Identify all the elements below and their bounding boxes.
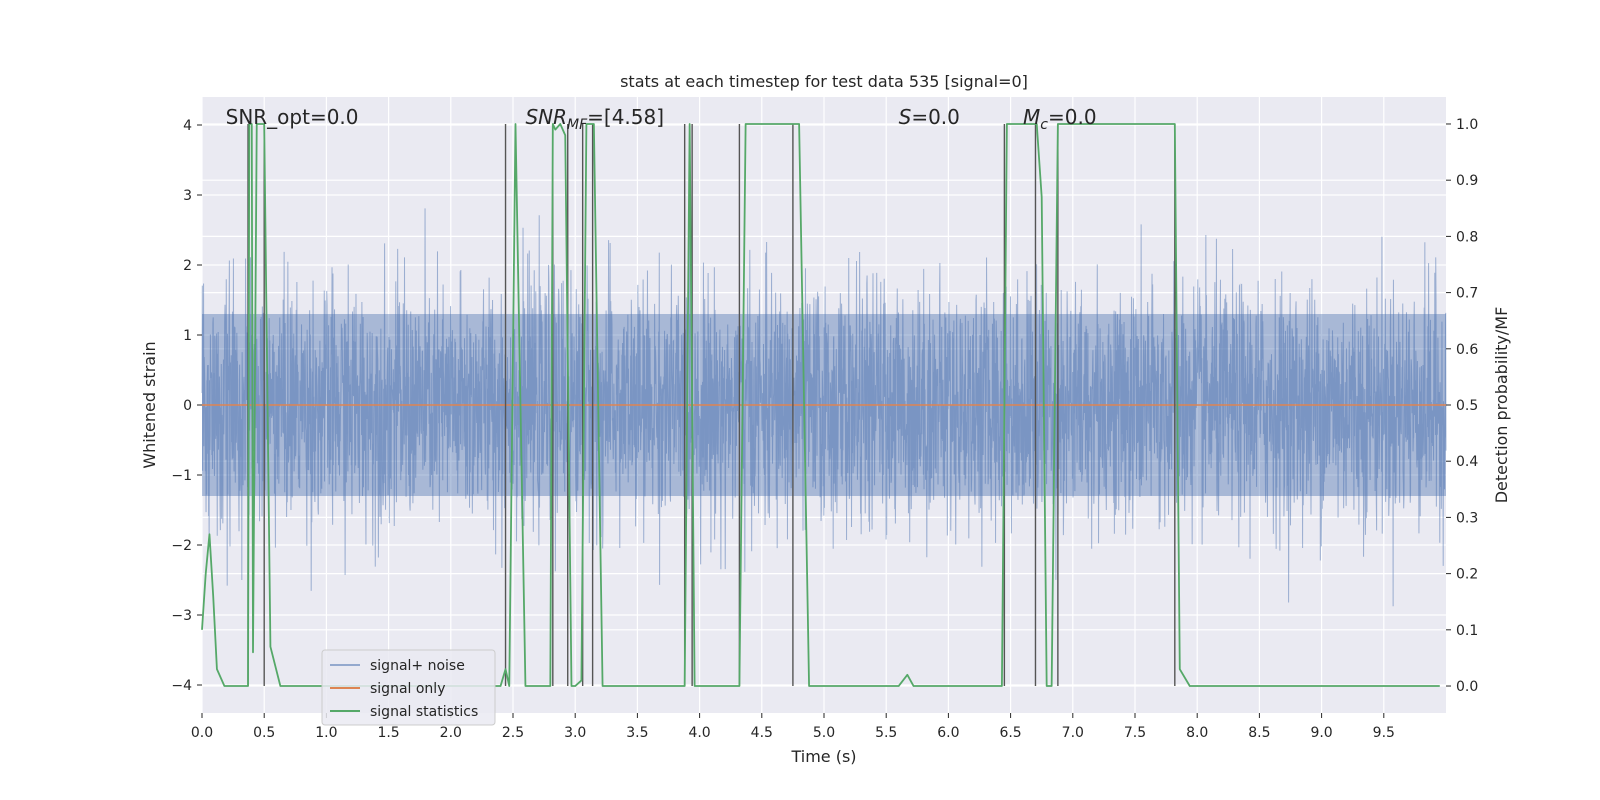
tick-label: 1 (183, 328, 192, 344)
tick-label: 1.5 (377, 725, 399, 741)
tick-label: 3.0 (564, 725, 586, 741)
tick-label: 0.7 (1456, 286, 1478, 302)
chart-title: stats at each timestep for test data 535… (620, 72, 1028, 91)
tick-label: 3.5 (626, 725, 648, 741)
tick-label: −4 (171, 678, 192, 694)
tick-label: 9.0 (1310, 725, 1332, 741)
tick-label: 1.0 (315, 725, 337, 741)
tick-label: 0.9 (1456, 173, 1478, 189)
annotations: SNR_opt=0.0 SNRMF=[4.58] S=0.0 Mc=0.0 (226, 105, 1097, 133)
tick-label: 7.5 (1124, 725, 1146, 741)
tick-label: 0.1 (1456, 623, 1478, 639)
tick-label: 0.0 (191, 725, 213, 741)
legend-entry: signal+ noise (370, 658, 465, 674)
tick-label: 2 (183, 258, 192, 274)
tick-label: 1.0 (1456, 117, 1478, 133)
tick-label: −2 (171, 538, 192, 554)
tick-label: 2.0 (440, 725, 462, 741)
tick-label: 9.5 (1373, 725, 1395, 741)
tick-label: 8.0 (1186, 725, 1208, 741)
tick-label: 8.5 (1248, 725, 1270, 741)
legend-entry: signal statistics (370, 704, 478, 720)
tick-label: 5.0 (813, 725, 835, 741)
noise-line (201, 150, 1447, 607)
y-axis-left: −4 −3 −2 −1 0 1 2 3 4 (171, 118, 202, 694)
tick-label: 0.0 (1456, 679, 1478, 695)
y-axis-left-label: Whitened strain (140, 341, 159, 468)
tick-label: 4.5 (751, 725, 773, 741)
tick-label: 0.8 (1456, 229, 1478, 245)
tick-label: 0.3 (1456, 510, 1478, 526)
y-axis-right-label: Detection probability/MF (1492, 307, 1511, 504)
legend: signal+ noise signal only signal statistic… (321, 649, 496, 726)
tick-label: 4 (183, 118, 192, 134)
series-signal-statistics (201, 123, 1440, 687)
tick-label: 0.2 (1456, 567, 1478, 583)
tick-label: 0.5 (253, 725, 275, 741)
annotation-snr_mf: SNRMF=[4.58] (525, 105, 664, 133)
tick-label: 6.0 (937, 725, 959, 741)
tick-label: 6.5 (999, 725, 1021, 741)
tick-label: 3 (183, 188, 192, 204)
tick-label: 0.5 (1456, 398, 1478, 414)
tick-label: 0.6 (1456, 342, 1478, 358)
tick-label: −1 (171, 468, 192, 484)
legend-box (321, 649, 496, 726)
legend-entry: signal only (370, 681, 445, 697)
tick-label: 5.5 (875, 725, 897, 741)
annotation-snr_opt: SNR_opt=0.0 (226, 105, 359, 129)
x-axis: 0.0 0.5 1.0 1.5 2.0 2.5 3.0 3.5 4.0 4.5 5.0 5.5 6.0 6… (191, 713, 1395, 741)
tick-label: 4.0 (688, 725, 710, 741)
statistics-line (201, 123, 1440, 687)
tick-label: 2.5 (502, 725, 524, 741)
annotation-s: S=0.0 (899, 105, 960, 129)
tick-label: 0.4 (1456, 454, 1478, 470)
tick-label: 0 (183, 398, 192, 414)
tick-label: 7.0 (1062, 725, 1084, 741)
tick-label: −3 (171, 608, 192, 624)
annotation-mc: Mc=0.0 (1023, 105, 1097, 133)
y-axis-right: 0.0 0.1 0.2 0.3 0.4 0.5 0.6 0.7 0.8 0.9 1.0 (1446, 117, 1478, 695)
x-axis-label: Time (s) (790, 747, 856, 766)
